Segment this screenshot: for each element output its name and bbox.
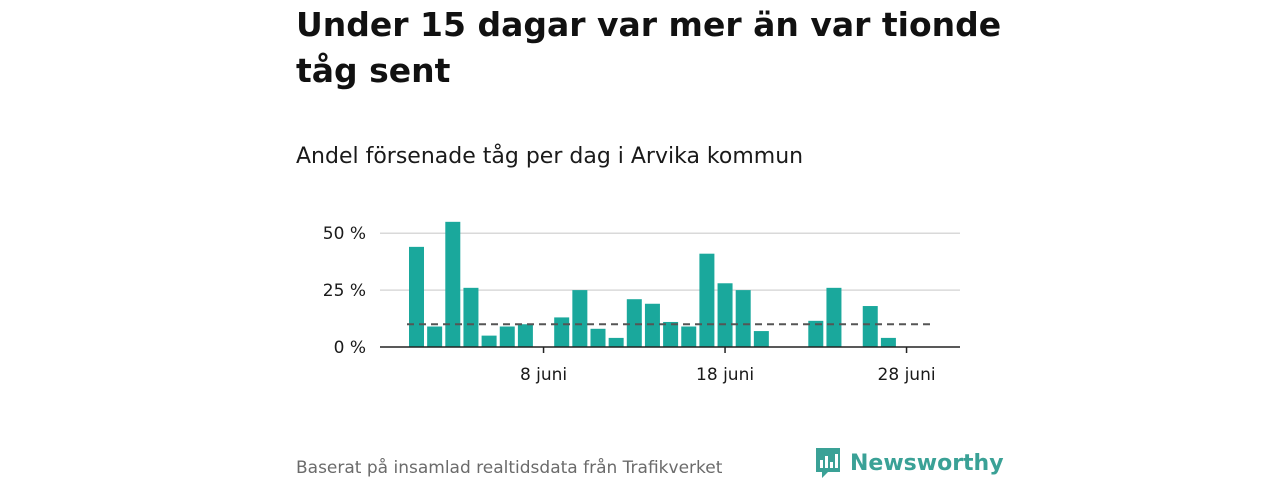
bar — [499, 326, 515, 347]
bar — [445, 221, 461, 347]
bar-chart: 0 % 25 % 50 % 8 juni 18 juni 28 juni — [323, 221, 960, 385]
newsworthy-logo-icon — [816, 448, 840, 478]
bar — [517, 324, 533, 347]
bar — [699, 253, 715, 347]
bar — [717, 283, 733, 347]
bar — [463, 287, 479, 347]
bar — [862, 306, 878, 347]
y-tick-label: 50 % — [323, 224, 366, 244]
bar — [735, 290, 751, 347]
bar — [427, 326, 443, 347]
bar — [681, 326, 697, 347]
bars — [409, 221, 896, 347]
x-tick-label: 8 juni — [520, 365, 567, 385]
axes: 0 % 25 % 50 % 8 juni 18 juni 28 juni — [323, 224, 960, 385]
gridlines — [380, 232, 960, 291]
bar — [826, 287, 842, 347]
bar — [808, 320, 824, 347]
y-tick-label: 25 % — [323, 281, 366, 301]
x-tick-label: 28 juni — [878, 365, 936, 385]
source-note: Baserat på insamlad realtidsdata från Tr… — [296, 458, 723, 478]
bar — [481, 335, 497, 347]
bar — [663, 321, 679, 347]
bar — [590, 328, 606, 347]
bar — [880, 337, 896, 347]
bar — [554, 317, 570, 347]
y-tick-label: 0 % — [334, 338, 366, 358]
newsworthy-logo[interactable]: Newsworthy — [814, 446, 1004, 480]
chart-title: Andel försenade tåg per dag i Arvika kom… — [296, 144, 804, 169]
bar — [626, 299, 642, 347]
bar — [608, 337, 624, 347]
bar — [409, 246, 424, 347]
brand-name: Newsworthy — [850, 450, 1004, 476]
bar — [753, 331, 769, 347]
x-tick-label: 18 juni — [696, 365, 754, 385]
bar — [572, 290, 588, 347]
headline: Under 15 dagar var mer än var tionde tåg… — [296, 5, 1002, 90]
bar — [644, 303, 660, 347]
